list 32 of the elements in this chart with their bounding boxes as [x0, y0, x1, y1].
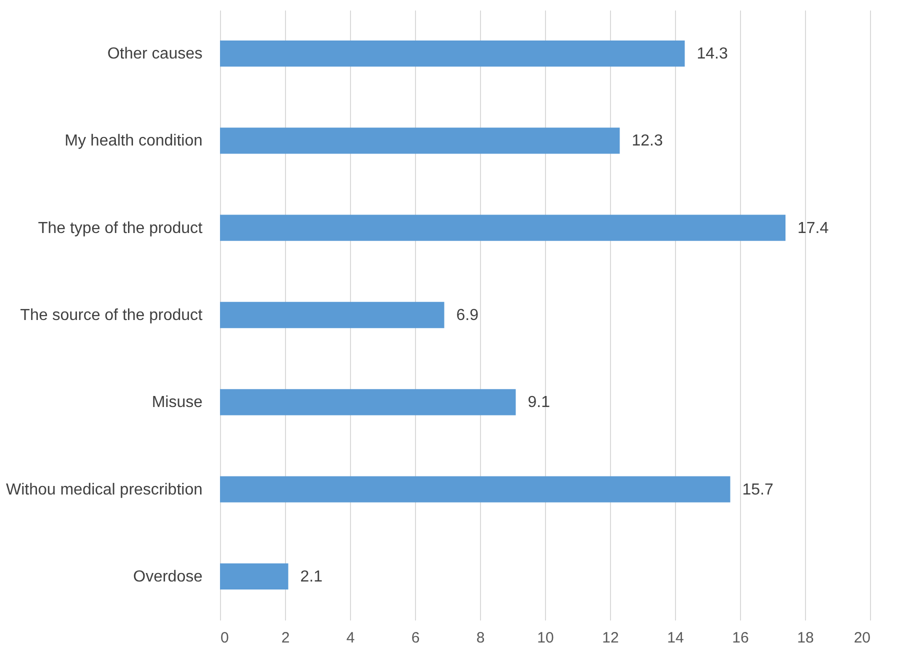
y-tick-label: Overdose	[133, 568, 203, 586]
bar	[220, 214, 786, 241]
x-tick-label: 6	[411, 630, 420, 646]
y-tick-label: The type of the product	[38, 220, 204, 237]
data-label: 9.1	[528, 394, 550, 412]
y-tick-label: Withou medical prescribtion	[6, 481, 202, 498]
data-label: 17.4	[798, 220, 829, 237]
x-tick-label: 0	[220, 630, 229, 646]
bar	[220, 40, 685, 67]
x-tick-label: 14	[667, 630, 684, 646]
y-tick-label: The source of the product	[20, 307, 204, 324]
data-label: 6.9	[456, 307, 479, 324]
y-tick-label: My health condition	[64, 132, 202, 150]
bar	[220, 389, 516, 416]
x-tick-label: 20	[854, 630, 870, 646]
x-tick-label: 4	[346, 630, 355, 646]
x-tick-label: 2	[281, 630, 290, 646]
bar	[220, 128, 620, 154]
data-label: 14.3	[696, 46, 728, 63]
bar	[220, 302, 444, 328]
x-tick-label: 18	[797, 630, 814, 646]
x-tick-label: 16	[732, 630, 749, 646]
data-label: 2.1	[300, 568, 323, 586]
data-label: 12.3	[632, 132, 663, 150]
y-tick-label: Misuse	[152, 394, 203, 412]
bar	[220, 476, 730, 502]
data-label: 15.7	[742, 481, 774, 498]
x-tick-label: 8	[476, 630, 485, 646]
x-tick-label: 10	[537, 630, 554, 646]
y-tick-label: Other causes	[107, 46, 202, 63]
x-tick-label: 12	[602, 630, 619, 646]
bar	[220, 563, 288, 590]
